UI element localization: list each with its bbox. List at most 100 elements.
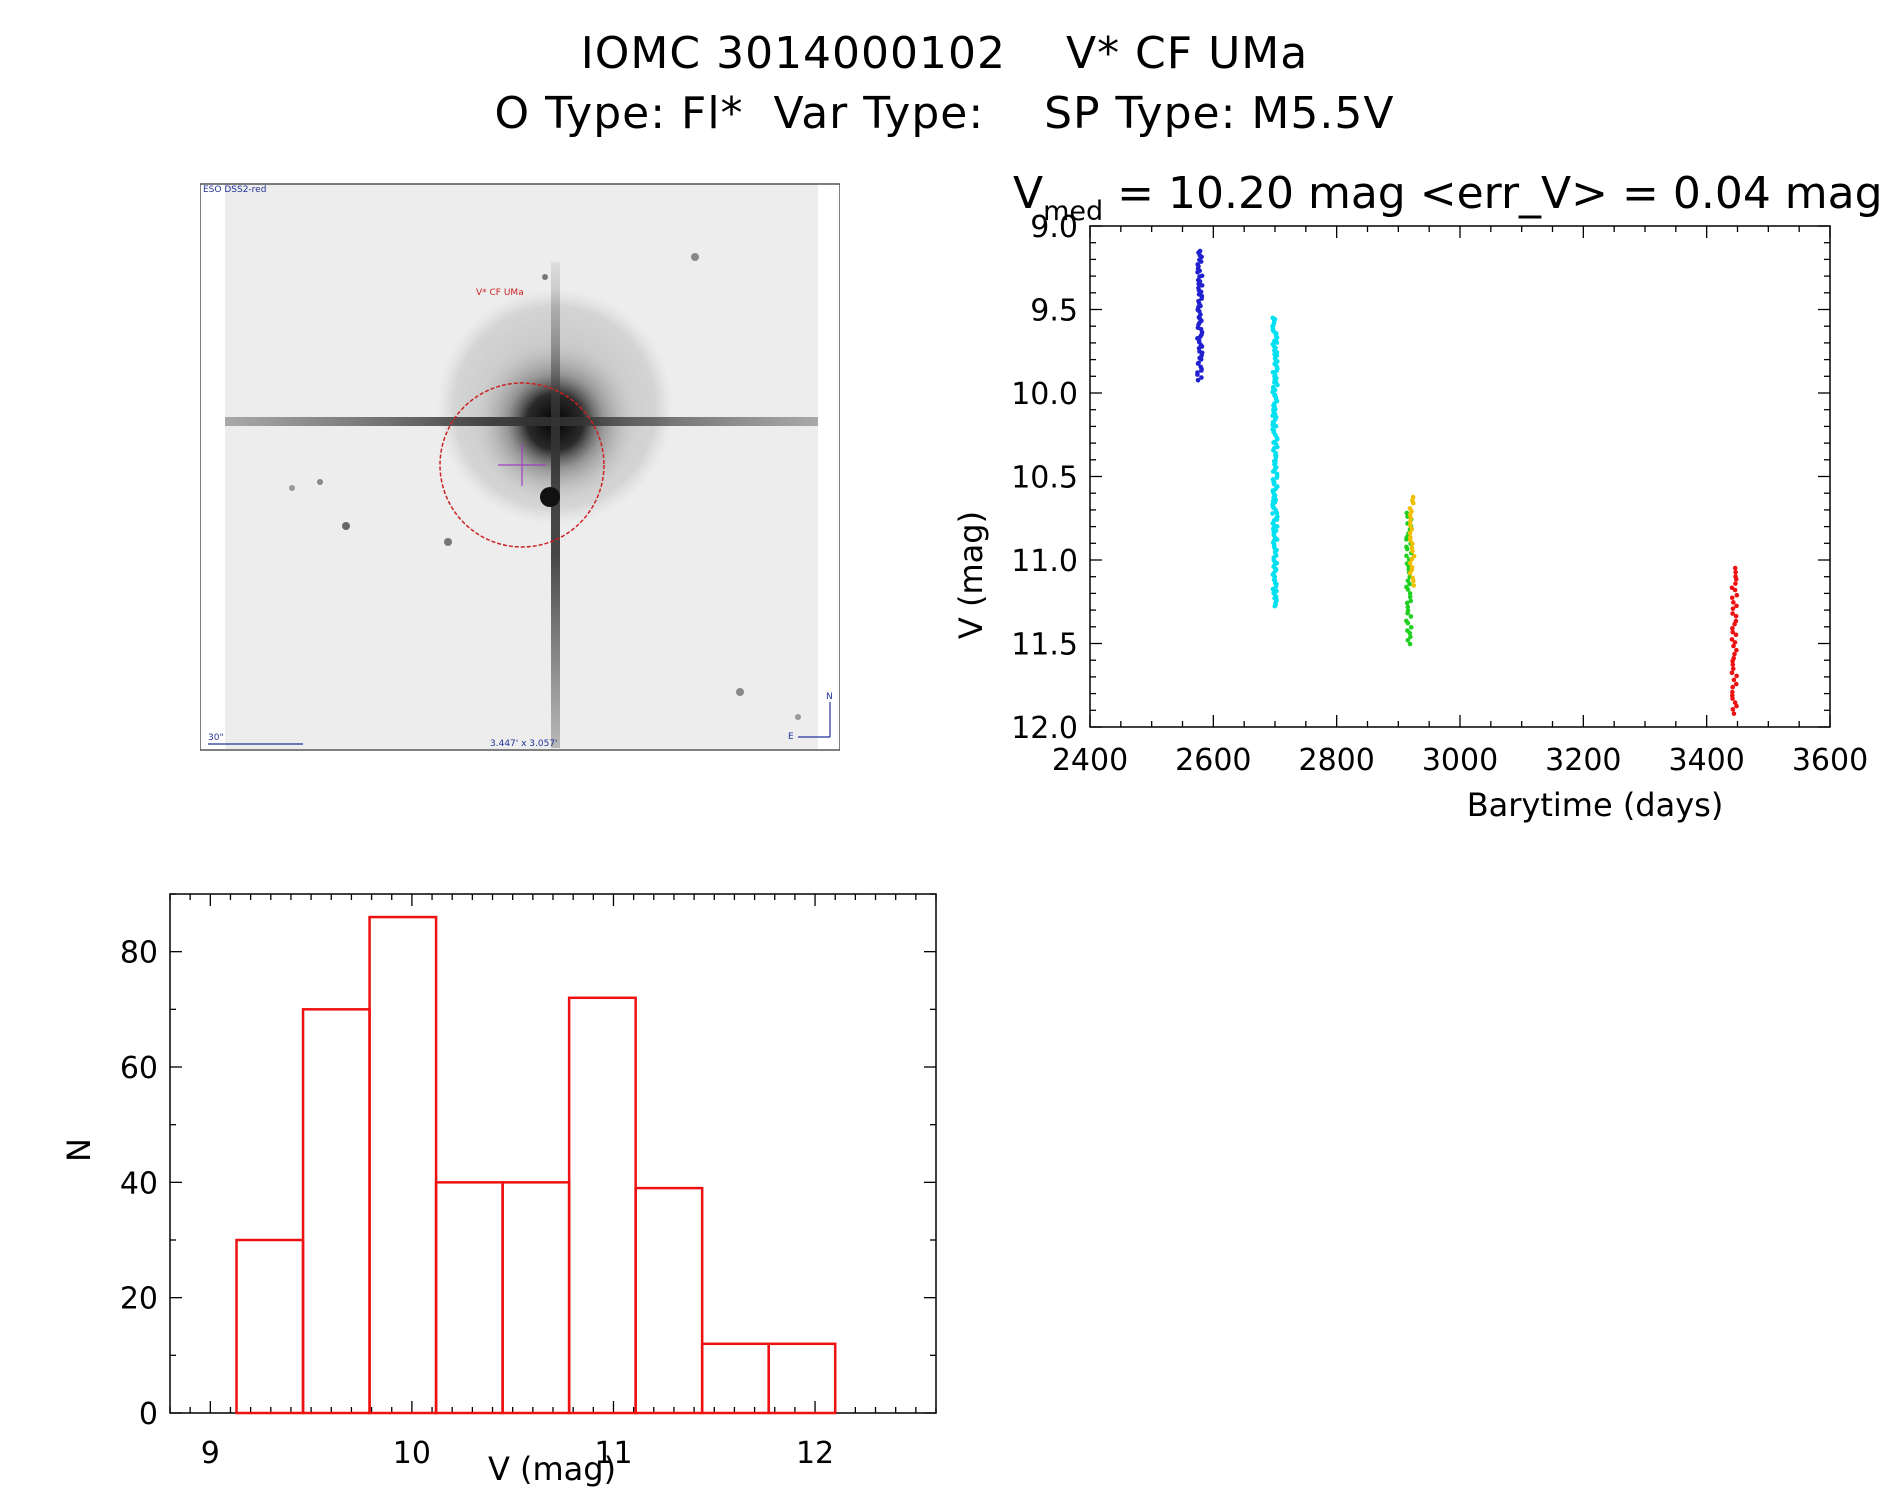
data-point bbox=[1411, 578, 1416, 584]
data-point bbox=[1407, 630, 1413, 636]
data-point bbox=[1404, 600, 1410, 606]
x-tick-label: 3000 bbox=[1422, 743, 1498, 778]
data-point bbox=[1407, 519, 1413, 525]
scale-label: 30" bbox=[208, 733, 224, 743]
data-point bbox=[1730, 689, 1735, 695]
data-point bbox=[1408, 625, 1414, 630]
data-point bbox=[1404, 553, 1409, 559]
histogram-bar bbox=[235, 1238, 305, 1415]
data-point bbox=[1404, 537, 1409, 542]
data-point bbox=[1410, 494, 1416, 500]
finder-image: ESO DSS2-red V* CF UMa 30" 3.447' x 3.05… bbox=[200, 183, 840, 751]
data-point bbox=[1731, 600, 1736, 605]
data-point bbox=[1270, 586, 1276, 592]
field-star bbox=[317, 479, 323, 485]
data-point bbox=[1196, 281, 1201, 287]
data-point bbox=[1409, 527, 1415, 532]
data-point bbox=[1733, 581, 1738, 586]
data-point bbox=[1197, 274, 1202, 279]
data-point bbox=[1405, 587, 1411, 592]
survey-label: ESO DSS2-red bbox=[203, 185, 266, 195]
data-point bbox=[1733, 632, 1739, 638]
field-star bbox=[542, 274, 548, 280]
data-point bbox=[1407, 581, 1412, 587]
north-label: N bbox=[826, 692, 833, 702]
y-axis-label: V (mag) bbox=[952, 511, 990, 639]
histogram-bar bbox=[700, 1342, 770, 1415]
histogram-bar bbox=[767, 1342, 837, 1415]
data-point bbox=[1407, 530, 1413, 536]
data-point bbox=[1199, 283, 1205, 288]
data-point bbox=[1732, 565, 1738, 571]
data-point bbox=[1730, 611, 1735, 616]
data-point bbox=[1405, 610, 1410, 616]
data-point bbox=[1730, 606, 1736, 611]
y-tick-label: 9.5 bbox=[1030, 294, 1078, 329]
data-point bbox=[1732, 640, 1738, 645]
x-tick-label: 3200 bbox=[1545, 743, 1621, 778]
y-tick-label: 11.0 bbox=[1011, 544, 1078, 579]
data-point bbox=[1408, 614, 1414, 619]
y-tick-label: 40 bbox=[120, 1166, 158, 1201]
data-point bbox=[1410, 541, 1415, 547]
x-tick-label: 3400 bbox=[1668, 743, 1744, 778]
fov-label: 3.447' x 3.057' bbox=[490, 739, 558, 749]
data-point bbox=[1730, 684, 1735, 690]
data-point bbox=[1272, 380, 1277, 385]
data-point bbox=[1734, 592, 1740, 598]
x-axis-label: Barytime (days) bbox=[1467, 786, 1724, 824]
histogram-bar bbox=[567, 996, 637, 1415]
data-point bbox=[1734, 673, 1739, 679]
x-tick-label: 2800 bbox=[1298, 743, 1374, 778]
histogram-chart: 9 10 11 12 0 20 40 60 80 V (mag) N bbox=[60, 893, 937, 1488]
x-tick-label: 2400 bbox=[1052, 743, 1128, 778]
light-curve-chart: Vmed = 10.20 mag <err_V> = 0.04 mag 2400… bbox=[952, 168, 1883, 824]
data-point bbox=[1733, 613, 1739, 619]
data-point bbox=[1729, 637, 1735, 642]
diffraction-spike-horizontal bbox=[225, 417, 818, 426]
data-point bbox=[1195, 270, 1200, 275]
data-point bbox=[1730, 658, 1735, 664]
x-tick-label: 9 bbox=[201, 1436, 220, 1471]
histogram-bar bbox=[368, 915, 438, 1415]
data-point bbox=[1729, 670, 1735, 676]
y-tick-label: 10.5 bbox=[1011, 461, 1078, 496]
y-tick-label: 12.0 bbox=[1011, 711, 1078, 746]
data-point bbox=[1407, 594, 1413, 600]
y-tick-label: 11.5 bbox=[1011, 628, 1078, 663]
data-point bbox=[1199, 368, 1204, 373]
data-point bbox=[1407, 570, 1413, 576]
y-tick-label: 20 bbox=[120, 1282, 158, 1317]
x-tick-label: 12 bbox=[796, 1436, 834, 1471]
data-point bbox=[1274, 340, 1280, 345]
x-tick-label: 2600 bbox=[1175, 743, 1251, 778]
target-label: V* CF UMa bbox=[476, 288, 524, 298]
data-point bbox=[1407, 641, 1413, 647]
data-point bbox=[1275, 382, 1280, 388]
east-label: E bbox=[788, 732, 794, 742]
data-point bbox=[1274, 510, 1280, 516]
plot-frame bbox=[169, 893, 937, 1414]
data-point bbox=[1409, 556, 1415, 562]
data-point bbox=[1732, 587, 1738, 593]
data-point bbox=[1407, 537, 1413, 543]
field-star bbox=[795, 714, 801, 720]
data-point bbox=[1404, 546, 1410, 552]
data-point bbox=[1407, 560, 1413, 566]
plot-frame bbox=[1089, 225, 1831, 728]
histogram-bar bbox=[301, 1008, 371, 1415]
data-point bbox=[1273, 423, 1279, 429]
x-tick-label: 3600 bbox=[1792, 743, 1868, 778]
data-point bbox=[1732, 651, 1737, 657]
light-curve-title: Vmed = 10.20 mag <err_V> = 0.04 mag bbox=[1013, 168, 1883, 227]
data-point bbox=[1270, 469, 1276, 474]
data-point bbox=[1411, 583, 1417, 588]
data-point bbox=[1270, 413, 1275, 418]
data-point bbox=[1405, 637, 1411, 643]
data-point bbox=[1274, 475, 1280, 480]
data-point bbox=[1729, 595, 1735, 601]
y-tick-label: 9.0 bbox=[1030, 210, 1078, 245]
data-point bbox=[1731, 643, 1736, 649]
data-point bbox=[1407, 512, 1413, 518]
data-point bbox=[1198, 357, 1204, 362]
